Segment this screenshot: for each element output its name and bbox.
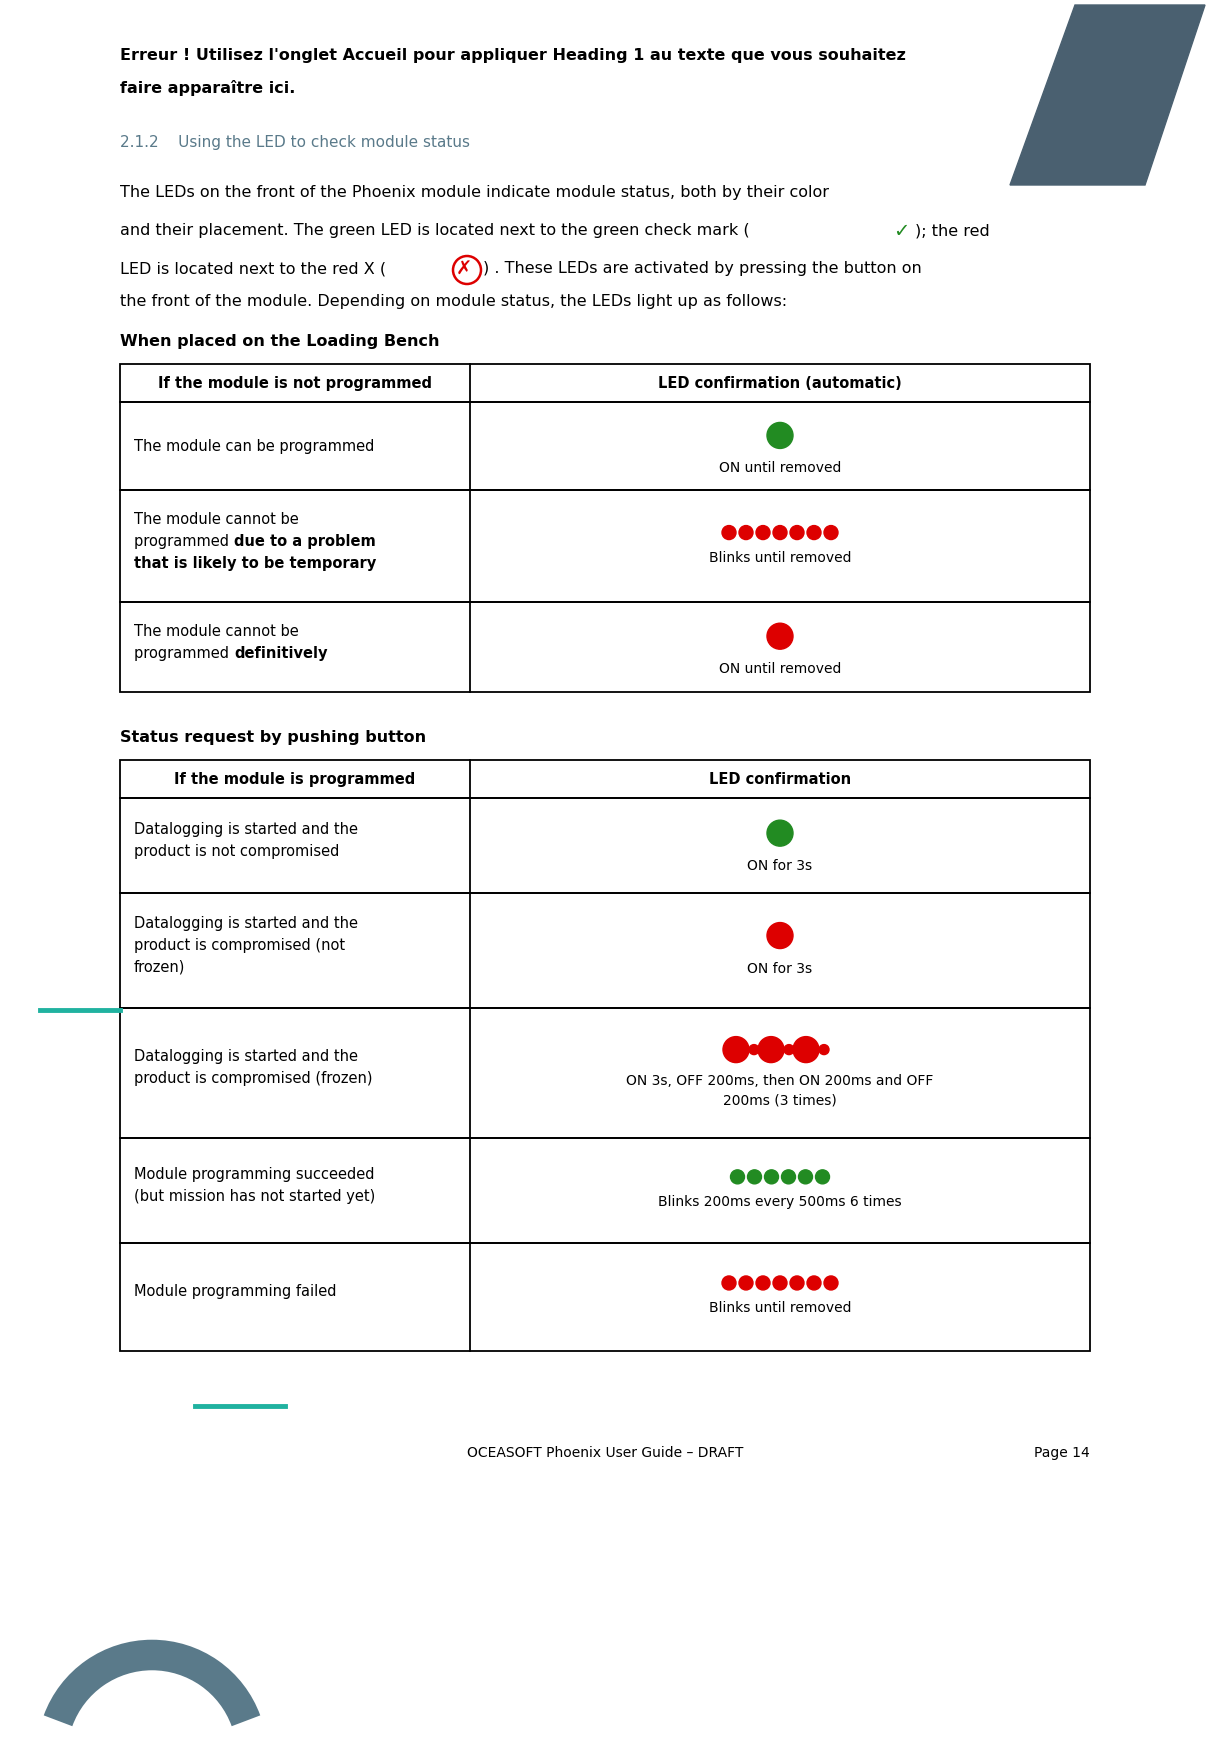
Bar [120,760,1090,799]
Text: Datalogging is started and the: Datalogging is started and the [134,821,358,837]
Bar [120,893,1090,1007]
Circle shape [731,1171,744,1185]
Text: The module can be programmed: The module can be programmed [134,439,374,453]
Text: and their placement. The green LED is located next to the green check mark (: and their placement. The green LED is lo… [120,223,750,239]
Circle shape [722,1276,736,1290]
Circle shape [748,1171,761,1185]
Text: product is compromised (not: product is compromised (not [134,937,345,953]
Text: The module cannot be: The module cannot be [134,512,299,526]
Text: that is likely to be temporary: that is likely to be temporary [134,556,376,570]
Circle shape [767,820,793,846]
Text: Status request by pushing button: Status request by pushing button [120,730,426,746]
Bar [120,490,1090,602]
Text: product is not compromised: product is not compromised [134,844,339,858]
Text: the front of the module. Depending on module status, the LEDs light up as follow: the front of the module. Depending on mo… [120,295,788,309]
Text: ✓: ✓ [893,221,910,240]
Text: (but mission has not started yet): (but mission has not started yet) [134,1188,375,1204]
Polygon shape [1010,5,1205,184]
Text: Module programming failed: Module programming failed [134,1285,336,1299]
Text: ); the red: ); the red [915,223,990,239]
Circle shape [793,1037,819,1062]
Text: Erreur ! Utilisez l'onglet Accueil pour appliquer Heading 1 au texte que vous so: Erreur ! Utilisez l'onglet Accueil pour … [120,47,906,63]
Circle shape [765,1171,778,1185]
Text: Datalogging is started and the: Datalogging is started and the [134,916,358,930]
Text: ON for 3s: ON for 3s [748,860,813,874]
Text: ON 3s, OFF 200ms, then ON 200ms and OFF: ON 3s, OFF 200ms, then ON 200ms and OFF [627,1074,934,1088]
Bar [120,1243,1090,1351]
Circle shape [824,525,839,539]
Text: programmed: programmed [134,534,234,549]
Bar [120,402,1090,490]
Text: If the module is not programmed: If the module is not programmed [159,376,432,391]
Bar [120,602,1090,691]
Circle shape [799,1171,812,1185]
Circle shape [807,1276,822,1290]
Text: OCEASOFT Phoenix User Guide – DRAFT: OCEASOFT Phoenix User Guide – DRAFT [467,1446,743,1460]
Text: Page 14: Page 14 [1035,1446,1090,1460]
Text: Module programming succeeded: Module programming succeeded [134,1167,375,1181]
Circle shape [824,1276,839,1290]
Text: If the module is programmed: If the module is programmed [174,772,415,786]
Text: ON until removed: ON until removed [719,462,841,476]
Circle shape [819,1044,829,1055]
Circle shape [773,1276,787,1290]
Circle shape [739,525,753,539]
Text: 2.1.2    Using the LED to check module status: 2.1.2 Using the LED to check module stat… [120,135,469,149]
Circle shape [767,623,793,649]
Circle shape [722,525,736,539]
Text: frozen): frozen) [134,960,185,974]
Text: ) . These LEDs are activated by pressing the button on: ) . These LEDs are activated by pressing… [483,261,922,276]
Circle shape [790,1276,803,1290]
Bar [120,799,1090,893]
Text: ✗: ✗ [456,260,472,279]
Text: Blinks until removed: Blinks until removed [709,1300,852,1314]
Text: LED confirmation (automatic): LED confirmation (automatic) [658,376,901,391]
Bar [120,1007,1090,1137]
Text: faire apparaître ici.: faire apparaître ici. [120,81,295,97]
Circle shape [756,1276,770,1290]
Text: 200ms (3 times): 200ms (3 times) [724,1093,837,1107]
Text: ON for 3s: ON for 3s [748,962,813,976]
Text: The LEDs on the front of the Phoenix module indicate module status, both by thei: The LEDs on the front of the Phoenix mod… [120,184,829,200]
Text: LED confirmation: LED confirmation [709,772,851,786]
Circle shape [767,423,793,449]
Circle shape [749,1044,759,1055]
Circle shape [773,525,787,539]
Bar [120,1137,1090,1243]
Text: programmed: programmed [134,646,234,662]
Circle shape [739,1276,753,1290]
Circle shape [757,1037,784,1062]
Bar [120,363,1090,402]
Circle shape [790,525,803,539]
Circle shape [756,525,770,539]
Text: Blinks 200ms every 500ms 6 times: Blinks 200ms every 500ms 6 times [658,1195,901,1209]
Text: definitively: definitively [234,646,328,662]
Text: product is compromised (frozen): product is compromised (frozen) [134,1071,373,1086]
Text: Blinks until removed: Blinks until removed [709,551,852,565]
Text: LED is located next to the red X (: LED is located next to the red X ( [120,261,386,276]
Circle shape [816,1171,830,1185]
Text: When placed on the Loading Bench: When placed on the Loading Bench [120,333,439,349]
Text: The module cannot be: The module cannot be [134,625,299,639]
Circle shape [807,525,822,539]
Circle shape [767,923,793,948]
Circle shape [724,1037,749,1062]
Text: due to a problem: due to a problem [234,534,376,549]
Text: Datalogging is started and the: Datalogging is started and the [134,1049,358,1064]
Circle shape [784,1044,794,1055]
Circle shape [782,1171,795,1185]
Text: ON until removed: ON until removed [719,662,841,676]
